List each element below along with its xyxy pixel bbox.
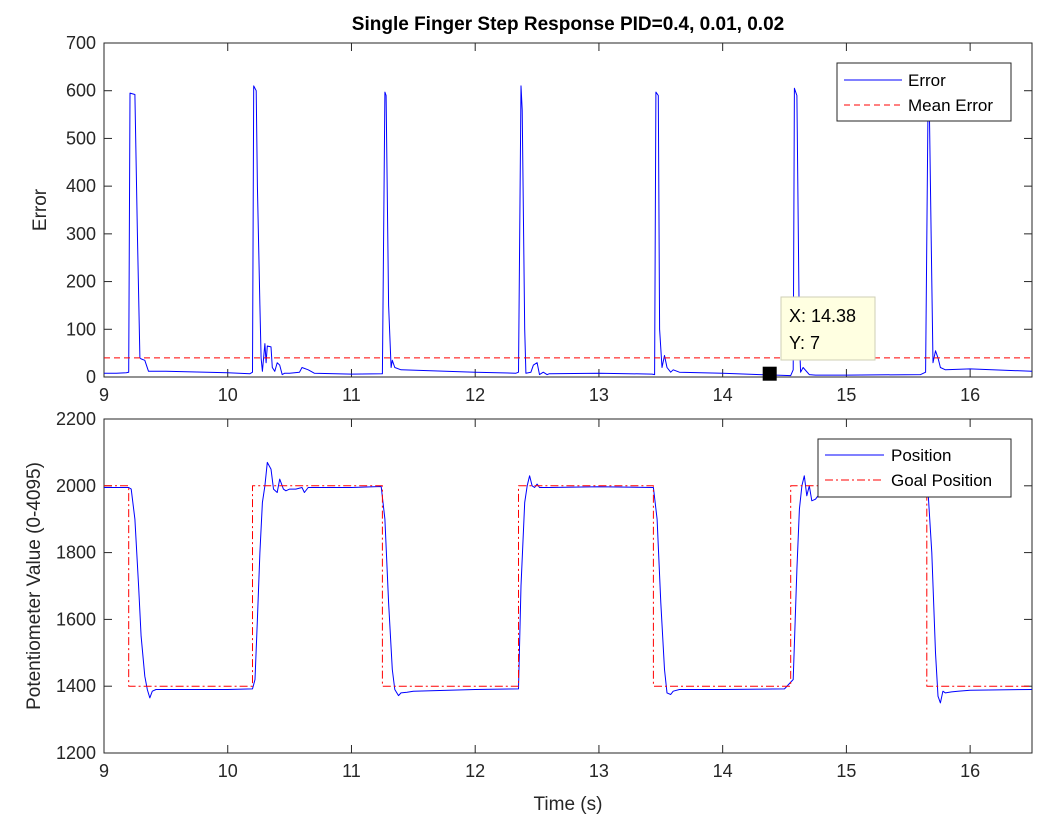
y-tick-label: 1400 <box>56 676 96 696</box>
x-tick-label: 9 <box>99 385 109 405</box>
series-line-position <box>104 461 1032 704</box>
x-tick-label: 15 <box>836 761 856 781</box>
error-plot: 9 10 11 12 13 14 15 16 0 100 200 300 400 500 600 700 Er… <box>30 33 1033 405</box>
datatip-y-label: Y: 7 <box>789 333 820 353</box>
x-tick-label: 14 <box>713 385 733 405</box>
error-plot-legend[interactable]: Error Mean Error <box>836 62 1012 122</box>
figure-title: Single Finger Step Response PID=0.4, 0.0… <box>352 14 784 35</box>
position-plot-xlabel: Time (s) <box>534 794 603 815</box>
y-tick-label: 0 <box>86 367 96 387</box>
x-tick-label: 10 <box>218 385 238 405</box>
y-tick-label: 100 <box>66 319 96 339</box>
y-tick-label: 1200 <box>56 743 96 763</box>
y-tick-label: 500 <box>66 128 96 148</box>
error-plot-ylabel: Error <box>30 188 51 231</box>
series-line-error <box>104 85 1032 377</box>
legend-mean-error-label: Mean Error <box>908 96 993 115</box>
legend-box <box>836 62 1012 122</box>
x-tick-label: 11 <box>342 385 361 405</box>
position-plot-ylabel: Potentiometer Value (0-4095) <box>24 462 45 710</box>
y-tick-label: 600 <box>66 81 96 101</box>
error-plot-series <box>104 85 1032 377</box>
y-tick-label: 2000 <box>56 476 96 496</box>
x-tick-label: 14 <box>713 761 733 781</box>
legend-box <box>817 438 1012 498</box>
legend-goal-position-label: Goal Position <box>891 471 992 490</box>
y-tick-label: 1600 <box>56 609 96 629</box>
y-tick-label: 1800 <box>56 543 96 563</box>
datatip-x-label: X: 14.38 <box>789 306 856 326</box>
x-tick-label: 12 <box>465 761 485 781</box>
x-tick-label: 12 <box>465 385 485 405</box>
legend-error-label: Error <box>908 71 946 90</box>
datatip-background <box>780 296 876 361</box>
x-tick-label: 11 <box>342 761 361 781</box>
y-tick-label: 700 <box>66 33 96 53</box>
x-tick-label: 13 <box>589 385 609 405</box>
legend-position-label: Position <box>891 446 951 465</box>
x-tick-label: 10 <box>218 761 238 781</box>
x-tick-label: 9 <box>99 761 109 781</box>
x-tick-label: 16 <box>960 385 980 405</box>
datatip-marker[interactable] <box>762 366 777 381</box>
x-tick-label: 15 <box>836 385 856 405</box>
y-tick-label: 300 <box>66 224 96 244</box>
position-plot: 9 10 11 12 13 14 15 16120014001600180020002200 … <box>24 409 1033 815</box>
x-tick-label: 13 <box>589 761 609 781</box>
error-plot-ticks: 9 10 11 12 13 14 15 16 0 100 200 300 400 500 600 700 <box>66 33 1032 405</box>
position-plot-legend[interactable]: Position Goal Position <box>817 438 1012 498</box>
y-tick-label: 2200 <box>56 409 96 429</box>
x-tick-label: 16 <box>960 761 980 781</box>
y-tick-label: 400 <box>66 176 96 196</box>
datatip[interactable]: X: 14.38 Y: 7 <box>780 296 876 361</box>
y-tick-label: 200 <box>66 272 96 292</box>
